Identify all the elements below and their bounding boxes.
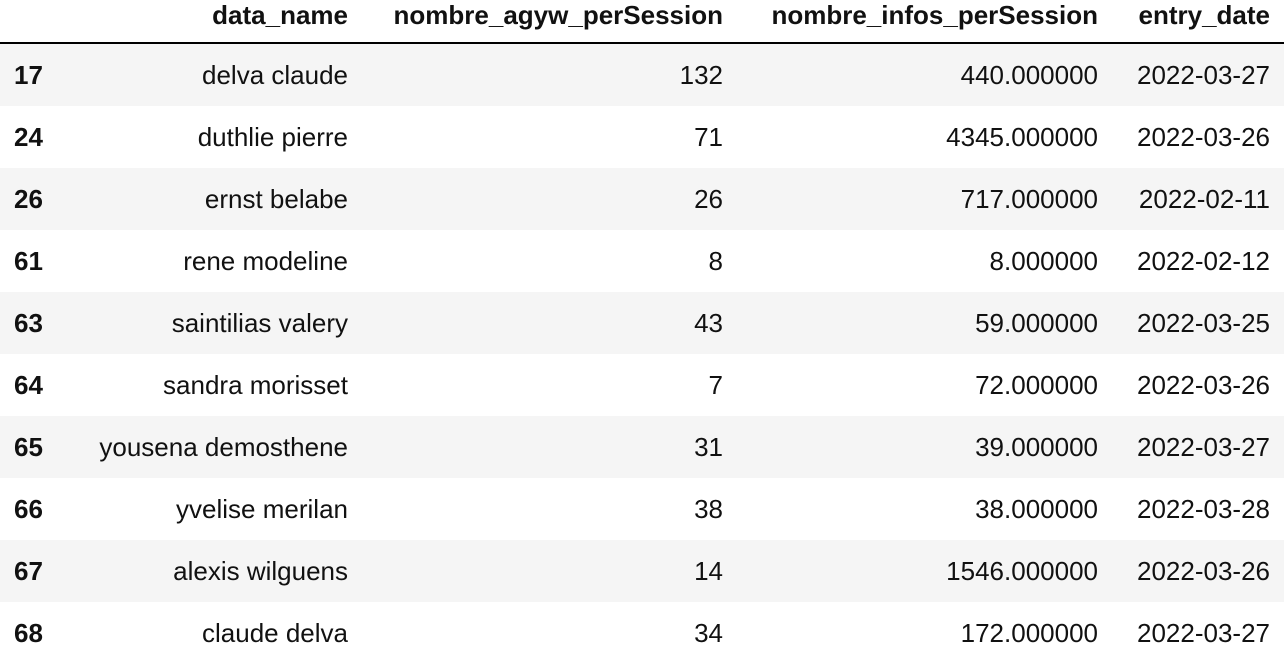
cell-data-name: rene modeline — [183, 246, 348, 276]
cell-nombre-infos: 172.000000 — [960, 618, 1098, 646]
cell-data-name: claude delva — [202, 618, 348, 646]
cell-nombre-agyw: 34 — [694, 618, 723, 646]
cell-nombre-agyw: 8 — [708, 246, 723, 276]
table-row: 64 sandra morisset 7 72.000000 2022-03-2… — [0, 354, 1284, 416]
table-row: 63 saintilias valery 43 59.000000 2022-0… — [0, 292, 1284, 354]
table-row: 24 duthlie pierre 71 4345.000000 2022-03… — [0, 106, 1284, 168]
cell-nombre-infos: 1546.000000 — [946, 556, 1098, 586]
table-row: 61 rene modeline 8 8.000000 2022-02-12 — [0, 230, 1284, 292]
cell-nombre-agyw: 132 — [679, 60, 723, 90]
cell-data-name: delva claude — [202, 60, 348, 90]
column-header-entry-date: entry_date — [1110, 0, 1284, 44]
row-index: 67 — [14, 556, 43, 586]
row-index: 63 — [14, 308, 43, 338]
table-row: 68 claude delva 34 172.000000 2022-03-27 — [0, 602, 1284, 646]
table-row: 66 yvelise merilan 38 38.000000 2022-03-… — [0, 478, 1284, 540]
row-index: 65 — [14, 432, 43, 462]
row-index: 68 — [14, 618, 43, 646]
column-header-nombre-infos: nombre_infos_perSession — [735, 0, 1110, 44]
cell-data-name: saintilias valery — [171, 308, 348, 338]
cell-nombre-infos: 39.000000 — [975, 432, 1098, 462]
cell-entry-date: 2022-03-27 — [1137, 618, 1270, 646]
cell-nombre-infos: 440.000000 — [960, 60, 1098, 90]
cell-nombre-agyw: 71 — [694, 122, 723, 152]
column-header-data-name: data_name — [60, 0, 360, 44]
table-row: 26 ernst belabe 26 717.000000 2022-02-11 — [0, 168, 1284, 230]
index-header — [0, 0, 60, 44]
row-index: 66 — [14, 494, 43, 524]
row-index: 61 — [14, 246, 43, 276]
cell-entry-date: 2022-03-26 — [1137, 556, 1270, 586]
cell-entry-date: 2022-03-27 — [1137, 432, 1270, 462]
cell-entry-date: 2022-02-11 — [1138, 184, 1270, 214]
cell-data-name: ernst belabe — [204, 184, 348, 214]
cell-nombre-infos: 4345.000000 — [946, 122, 1098, 152]
cell-data-name: yvelise merilan — [176, 494, 348, 524]
cell-nombre-agyw: 14 — [694, 556, 723, 586]
cell-data-name: duthlie pierre — [197, 122, 348, 152]
cell-data-name: sandra morisset — [163, 370, 348, 400]
table-header: data_name nombre_agyw_perSession nombre_… — [0, 0, 1284, 44]
cell-entry-date: 2022-02-12 — [1137, 246, 1270, 276]
cell-nombre-infos: 38.000000 — [975, 494, 1098, 524]
cell-nombre-agyw: 31 — [694, 432, 723, 462]
table-row: 65 yousena demosthene 31 39.000000 2022-… — [0, 416, 1284, 478]
cell-nombre-infos: 717.000000 — [960, 184, 1098, 214]
cell-data-name: yousena demosthene — [99, 432, 348, 462]
header-row: data_name nombre_agyw_perSession nombre_… — [0, 0, 1284, 44]
table-row: 17 delva claude 132 440.000000 2022-03-2… — [0, 43, 1284, 106]
row-index: 26 — [14, 184, 43, 214]
cell-nombre-infos: 72.000000 — [975, 370, 1098, 400]
cell-nombre-agyw: 43 — [694, 308, 723, 338]
table-row: 67 alexis wilguens 14 1546.000000 2022-0… — [0, 540, 1284, 602]
cell-nombre-agyw: 38 — [694, 494, 723, 524]
column-header-nombre-agyw: nombre_agyw_perSession — [360, 0, 735, 44]
row-index: 64 — [14, 370, 43, 400]
cell-entry-date: 2022-03-25 — [1137, 308, 1270, 338]
table-body: 17 delva claude 132 440.000000 2022-03-2… — [0, 43, 1284, 646]
cell-entry-date: 2022-03-28 — [1137, 494, 1270, 524]
row-index: 24 — [14, 122, 43, 152]
cell-nombre-agyw: 7 — [708, 370, 723, 400]
cell-data-name: alexis wilguens — [173, 556, 348, 586]
cell-entry-date: 2022-03-27 — [1137, 60, 1270, 90]
cell-entry-date: 2022-03-26 — [1137, 370, 1270, 400]
cell-entry-date: 2022-03-26 — [1137, 122, 1270, 152]
cell-nombre-infos: 8.000000 — [989, 246, 1098, 276]
row-index: 17 — [14, 60, 43, 90]
cell-nombre-agyw: 26 — [694, 184, 723, 214]
cell-nombre-infos: 59.000000 — [975, 308, 1098, 338]
